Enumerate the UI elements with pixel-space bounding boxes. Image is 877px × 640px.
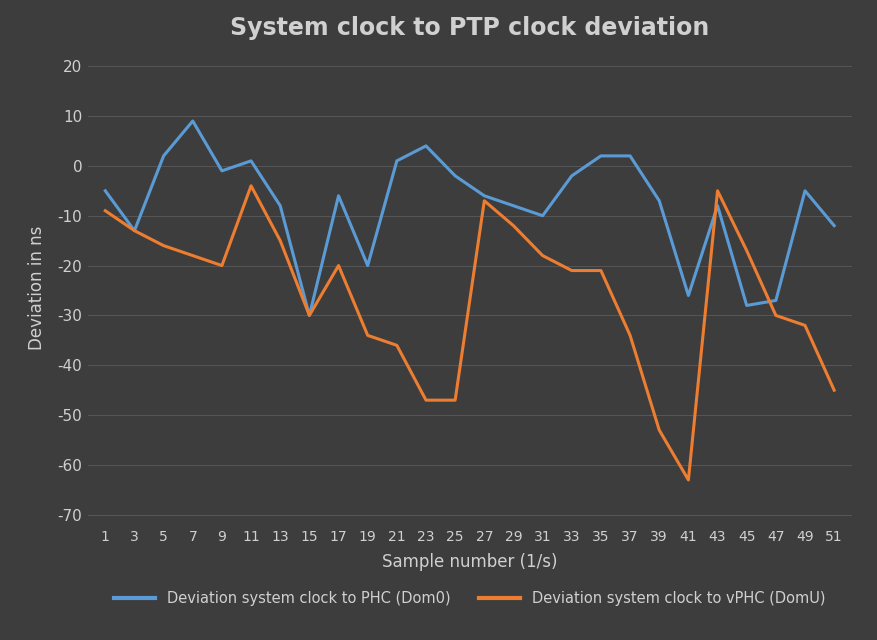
Deviation system clock to vPHC (DomU) bbox=[624, 332, 635, 339]
Deviation system clock to PHC (Dom0) bbox=[624, 152, 635, 160]
Deviation system clock to PHC (Dom0) bbox=[275, 202, 285, 209]
Deviation system clock to PHC (Dom0) bbox=[595, 152, 605, 160]
Deviation system clock to vPHC (DomU) bbox=[770, 312, 781, 319]
Deviation system clock to vPHC (DomU) bbox=[217, 262, 227, 269]
Deviation system clock to PHC (Dom0) bbox=[479, 192, 489, 200]
Deviation system clock to vPHC (DomU) bbox=[100, 207, 111, 214]
Legend: Deviation system clock to PHC (Dom0), Deviation system clock to vPHC (DomU): Deviation system clock to PHC (Dom0), De… bbox=[108, 586, 831, 612]
Deviation system clock to vPHC (DomU) bbox=[566, 267, 576, 275]
Deviation system clock to vPHC (DomU) bbox=[449, 396, 460, 404]
Deviation system clock to PHC (Dom0) bbox=[420, 142, 431, 150]
Deviation system clock to PHC (Dom0) bbox=[246, 157, 256, 164]
Deviation system clock to PHC (Dom0) bbox=[740, 301, 751, 309]
Deviation system clock to PHC (Dom0) bbox=[158, 152, 168, 160]
Deviation system clock to vPHC (DomU) bbox=[740, 247, 751, 255]
Y-axis label: Deviation in ns: Deviation in ns bbox=[28, 226, 46, 350]
Line: Deviation system clock to PHC (Dom0): Deviation system clock to PHC (Dom0) bbox=[105, 121, 833, 316]
Deviation system clock to vPHC (DomU) bbox=[479, 197, 489, 205]
Deviation system clock to PHC (Dom0) bbox=[333, 192, 344, 200]
Deviation system clock to vPHC (DomU) bbox=[333, 262, 344, 269]
Deviation system clock to vPHC (DomU) bbox=[129, 227, 139, 234]
Deviation system clock to vPHC (DomU) bbox=[682, 476, 693, 484]
Deviation system clock to PHC (Dom0) bbox=[100, 187, 111, 195]
Deviation system clock to vPHC (DomU) bbox=[158, 242, 168, 250]
Deviation system clock to vPHC (DomU) bbox=[799, 321, 809, 329]
Deviation system clock to vPHC (DomU) bbox=[828, 387, 838, 394]
Deviation system clock to vPHC (DomU) bbox=[391, 342, 402, 349]
Deviation system clock to PHC (Dom0) bbox=[391, 157, 402, 164]
Deviation system clock to PHC (Dom0) bbox=[508, 202, 518, 209]
Deviation system clock to PHC (Dom0) bbox=[682, 292, 693, 300]
Deviation system clock to vPHC (DomU) bbox=[188, 252, 198, 259]
Deviation system clock to vPHC (DomU) bbox=[275, 237, 285, 244]
Deviation system clock to vPHC (DomU) bbox=[508, 222, 518, 230]
Deviation system clock to PHC (Dom0) bbox=[828, 222, 838, 230]
Deviation system clock to vPHC (DomU) bbox=[595, 267, 605, 275]
Deviation system clock to PHC (Dom0) bbox=[362, 262, 373, 269]
Deviation system clock to vPHC (DomU) bbox=[537, 252, 547, 259]
Deviation system clock to PHC (Dom0) bbox=[537, 212, 547, 220]
Deviation system clock to vPHC (DomU) bbox=[420, 396, 431, 404]
Deviation system clock to PHC (Dom0) bbox=[653, 197, 664, 205]
Deviation system clock to PHC (Dom0) bbox=[217, 167, 227, 175]
Line: Deviation system clock to vPHC (DomU): Deviation system clock to vPHC (DomU) bbox=[105, 186, 833, 480]
Deviation system clock to PHC (Dom0) bbox=[129, 227, 139, 234]
Deviation system clock to vPHC (DomU) bbox=[303, 312, 314, 319]
Deviation system clock to vPHC (DomU) bbox=[246, 182, 256, 189]
Deviation system clock to PHC (Dom0) bbox=[799, 187, 809, 195]
Deviation system clock to PHC (Dom0) bbox=[770, 296, 781, 304]
X-axis label: Sample number (1/s): Sample number (1/s) bbox=[381, 553, 557, 571]
Deviation system clock to vPHC (DomU) bbox=[362, 332, 373, 339]
Deviation system clock to vPHC (DomU) bbox=[711, 187, 722, 195]
Deviation system clock to PHC (Dom0) bbox=[449, 172, 460, 180]
Deviation system clock to PHC (Dom0) bbox=[303, 312, 314, 319]
Deviation system clock to PHC (Dom0) bbox=[188, 117, 198, 125]
Deviation system clock to vPHC (DomU) bbox=[653, 426, 664, 434]
Deviation system clock to PHC (Dom0) bbox=[566, 172, 576, 180]
Deviation system clock to PHC (Dom0) bbox=[711, 202, 722, 209]
Title: System clock to PTP clock deviation: System clock to PTP clock deviation bbox=[230, 15, 709, 40]
